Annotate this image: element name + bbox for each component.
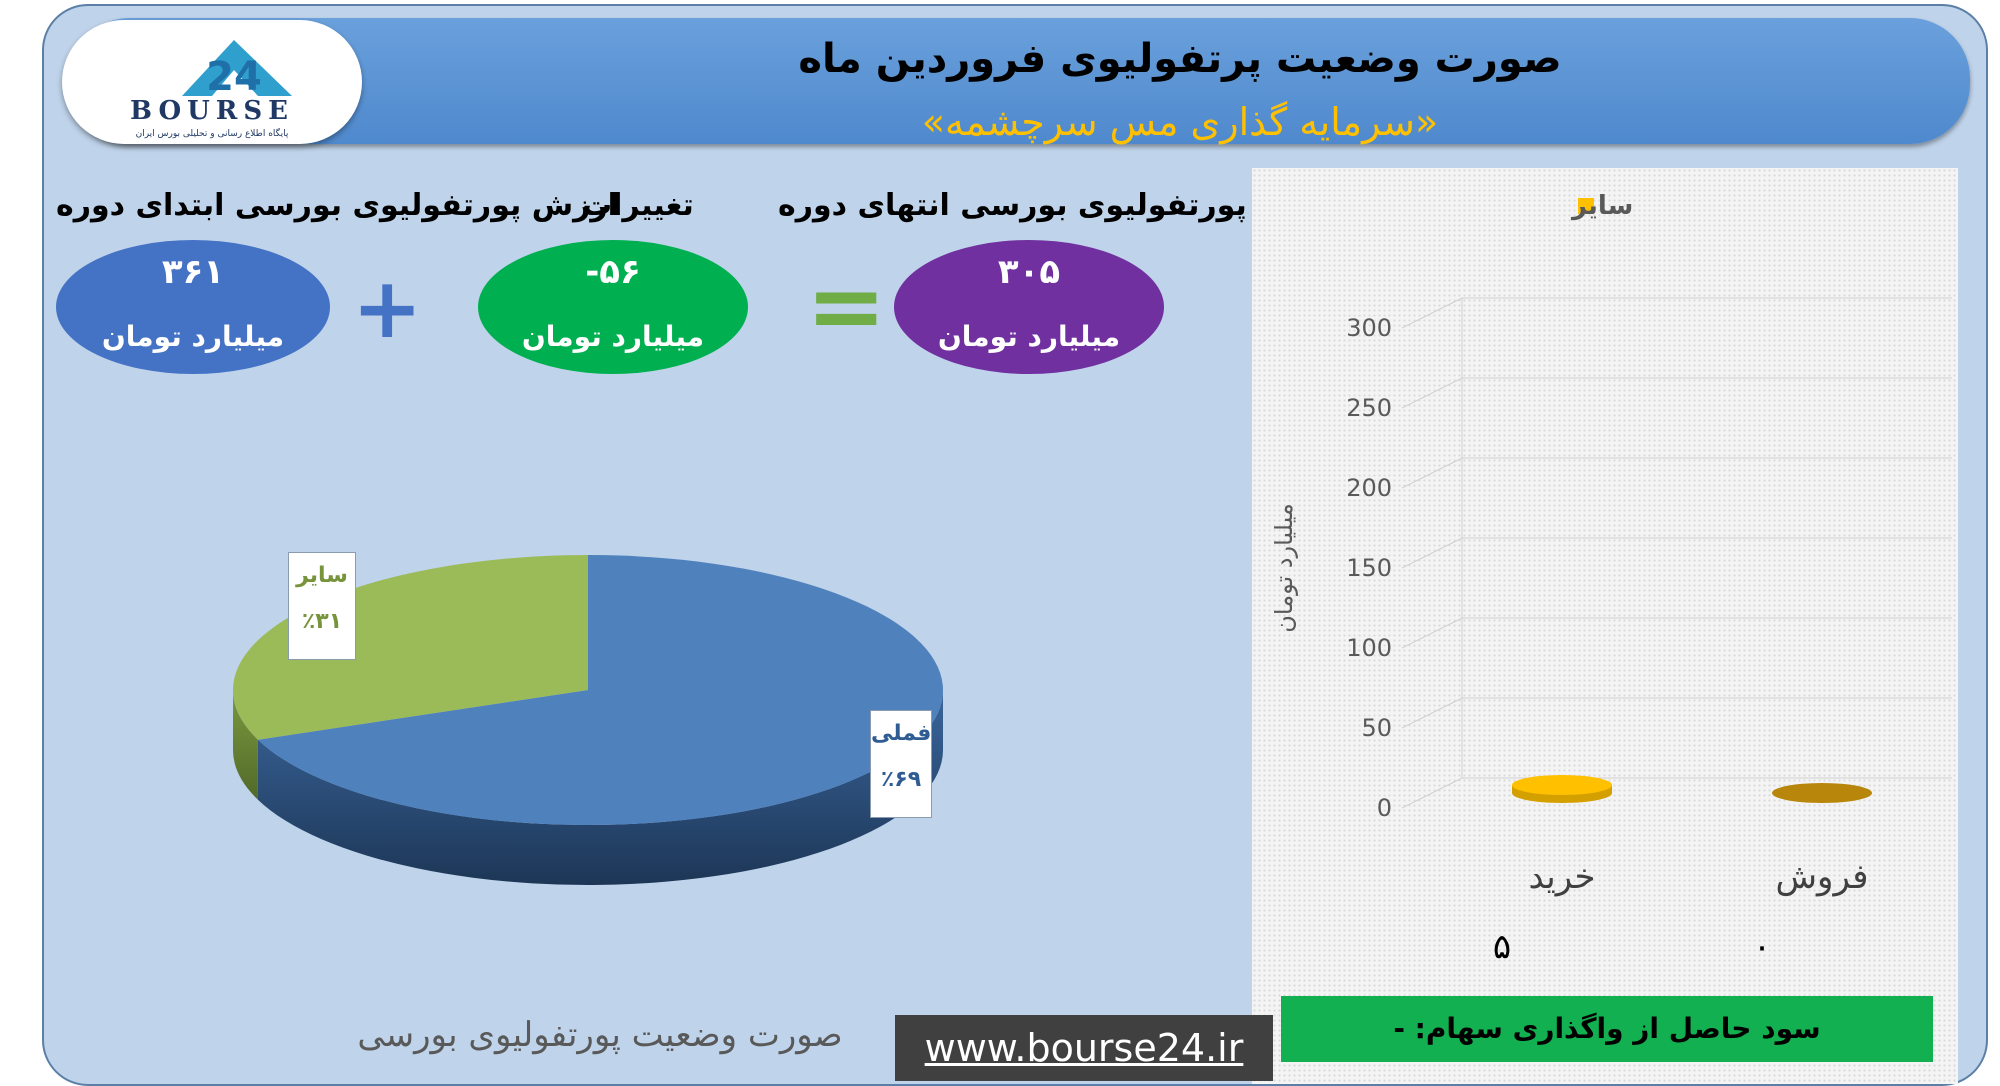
legend-swatch — [1578, 198, 1594, 214]
bar-chart-panel — [1252, 168, 1958, 1084]
grid-diag — [1401, 377, 1463, 409]
change-unit: میلیارد تومان — [521, 320, 705, 353]
bar-legend: سایر — [1570, 191, 1633, 221]
pie-label-femeli-name: فملی — [871, 721, 932, 746]
grid-diag — [1401, 537, 1463, 569]
y-tick-label: 0 — [1377, 794, 1392, 822]
plus-sign: + — [352, 259, 423, 357]
pie-label-other: سایر ٪۳۱ — [288, 552, 356, 660]
page-subtitle: «سرمایه گذاری مس سرچشمه» — [921, 100, 1439, 144]
start-value-label: ارزش پورتفولیوی بورسی ابتدای دوره — [56, 188, 618, 223]
start-value-ellipse: ۳۶۱ میلیارد تومان — [56, 240, 330, 374]
logo-brand: BOURSE — [130, 96, 294, 126]
y-tick-label: 250 — [1346, 394, 1392, 422]
grid-diag — [1401, 777, 1463, 809]
bar-value-label: ۰ — [1753, 927, 1771, 967]
portfolio-pie-chart — [233, 555, 944, 885]
pie-label-femeli-value: ٪۶۹ — [880, 767, 922, 792]
y-tick-label: 300 — [1346, 314, 1392, 342]
pie-side-0 — [257, 690, 944, 885]
bar-top-1 — [1772, 783, 1872, 803]
grid-diag — [1401, 697, 1463, 729]
trade-bar-chart: سایر 0 50 100 150 200 250 300 میلیارد تومان خرید ۵… — [1270, 191, 1952, 967]
bourse24-logo: 24 BOURSE پایگاه اطلاع رسانی و تحلیلی بو… — [62, 20, 362, 144]
pie-label-other-name: سایر — [296, 563, 348, 588]
grid-diag — [1401, 297, 1463, 329]
start-unit: میلیارد تومان — [101, 320, 285, 353]
bar-value-label: ۵ — [1493, 927, 1511, 967]
website-url[interactable]: www.bourse24.ir — [895, 1015, 1273, 1081]
share-sale-profit: سود حاصل از واگذاری سهام: - — [1281, 996, 1933, 1062]
logo-tagline: پایگاه اطلاع رسانی و تحلیلی بورس ایران — [135, 129, 289, 139]
logo-mark: 24 — [206, 54, 262, 100]
change-label: تغییرات — [582, 188, 694, 223]
change-value: -۵۶ — [585, 252, 641, 292]
y-tick-label: 100 — [1346, 634, 1392, 662]
grid-diag — [1401, 617, 1463, 649]
y-axis-label: میلیارد تومان — [1270, 503, 1298, 632]
y-tick-label: 50 — [1361, 714, 1392, 742]
change-ellipse: -۵۶ میلیارد تومان — [478, 240, 748, 374]
equals-sign: = — [806, 250, 887, 362]
end-value-ellipse: ۳۰۵ میلیارد تومان — [894, 240, 1164, 374]
y-tick-label: 200 — [1346, 474, 1392, 502]
end-unit: میلیارد تومان — [937, 320, 1121, 353]
bar-top-0 — [1512, 775, 1612, 795]
pie-label-femeli: فملی ٪۶۹ — [870, 710, 932, 818]
end-value-label: ارزش پورتفولیوی بورسی انتهای دوره — [778, 188, 1344, 223]
legend-label: سایر — [1570, 191, 1633, 221]
pie-label-other-value: ٪۳۱ — [301, 609, 343, 634]
start-value: ۳۶۱ — [161, 252, 225, 292]
end-value: ۳۰۵ — [997, 252, 1061, 292]
grid-diag — [1401, 457, 1463, 489]
x-category-label: خرید — [1528, 857, 1595, 897]
pie-slice-0 — [257, 555, 944, 825]
page-title: صورت وضعیت پرتفولیوی فروردین ماه — [798, 36, 1562, 82]
x-category-label: فروش — [1776, 857, 1869, 897]
y-tick-label: 150 — [1346, 554, 1392, 582]
logo-mountain-icon: 24 — [182, 40, 292, 100]
pie-chart-title: صورت وضعیت پورتفولیوی بورسی — [357, 1015, 843, 1055]
header-band: صورت وضعیت پرتفولیوی فروردین ماه «سرمایه… — [70, 18, 1970, 144]
pie-side-1 — [233, 690, 258, 800]
